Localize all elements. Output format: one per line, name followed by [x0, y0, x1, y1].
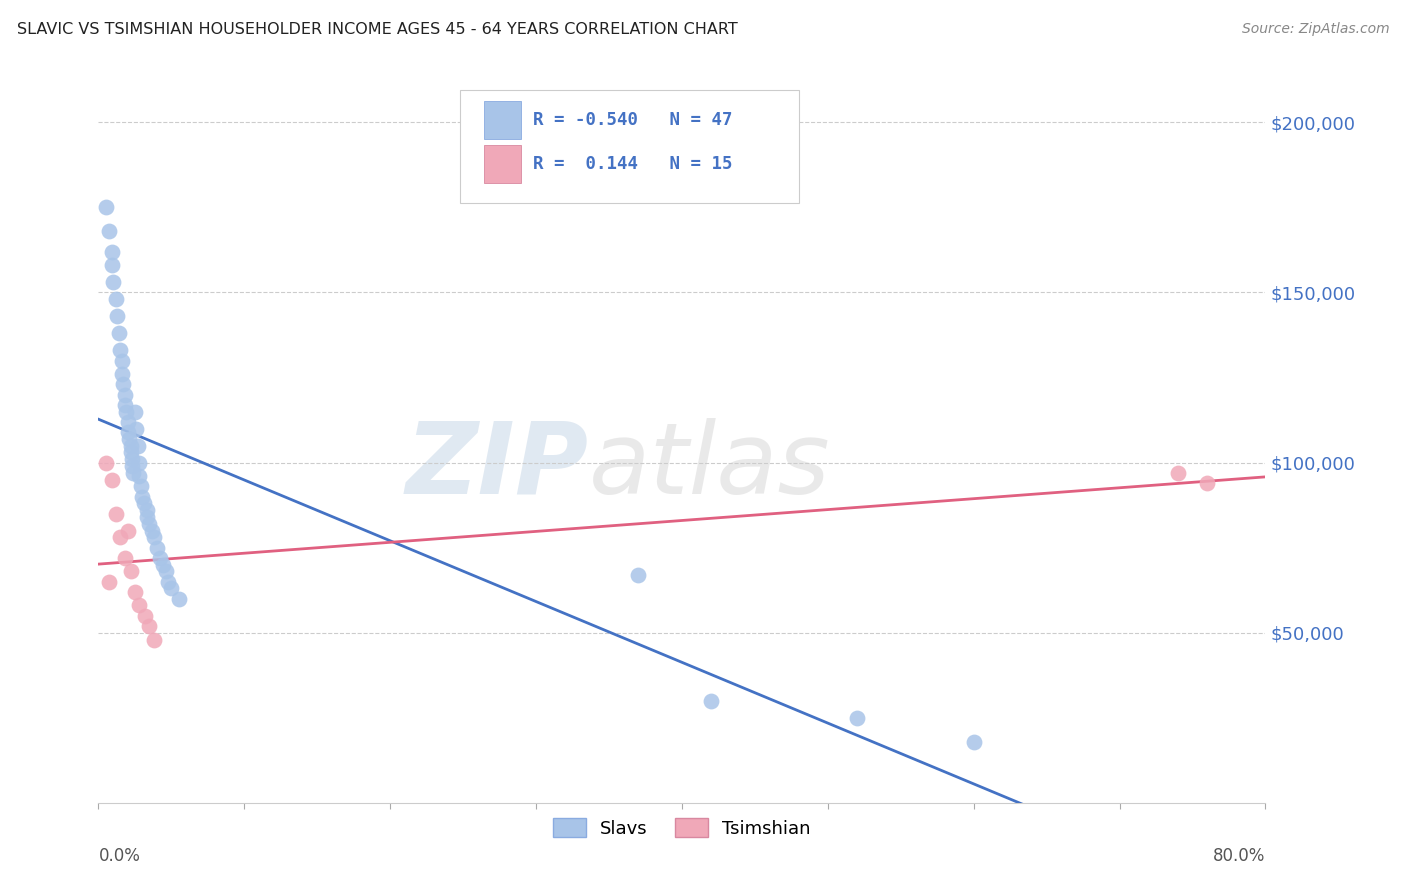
Point [104, 293, 127, 307]
Point [114, 398, 136, 412]
Point [129, 479, 152, 493]
Point [152, 558, 174, 572]
Point [160, 582, 183, 596]
Point [112, 377, 135, 392]
Text: ZIP: ZIP [405, 417, 589, 515]
Point [627, 567, 650, 582]
Point [127, 439, 149, 453]
FancyBboxPatch shape [484, 145, 520, 183]
Point [167, 591, 190, 606]
Point [138, 619, 160, 633]
Point [100, 473, 122, 487]
FancyBboxPatch shape [484, 101, 520, 138]
Point [128, 469, 150, 483]
Point [132, 496, 155, 510]
Point [141, 524, 163, 538]
Point [157, 574, 180, 589]
Text: Source: ZipAtlas.com: Source: ZipAtlas.com [1241, 22, 1389, 37]
Text: SLAVIC VS TSIMSHIAN HOUSEHOLDER INCOME AGES 45 - 64 YEARS CORRELATION CHART: SLAVIC VS TSIMSHIAN HOUSEHOLDER INCOME A… [17, 22, 738, 37]
Point [120, 439, 142, 453]
Point [117, 425, 139, 439]
Point [846, 711, 869, 725]
Point [121, 452, 143, 467]
Point [124, 404, 146, 418]
Point [108, 326, 131, 341]
Point [124, 585, 146, 599]
Point [94, 456, 117, 470]
Point [100, 244, 122, 259]
Point [125, 421, 148, 435]
Point [100, 258, 122, 272]
Point [111, 367, 134, 381]
Point [135, 503, 157, 517]
Point [1167, 466, 1189, 480]
Point [94, 201, 117, 215]
Point [122, 466, 145, 480]
Point [97, 574, 120, 589]
Point [117, 415, 139, 429]
Text: R = -0.540   N = 47: R = -0.540 N = 47 [533, 111, 733, 128]
Point [120, 565, 142, 579]
Text: 80.0%: 80.0% [1213, 847, 1265, 864]
Point [104, 507, 127, 521]
Point [111, 353, 134, 368]
Point [155, 565, 177, 579]
Point [142, 531, 165, 545]
Point [962, 734, 984, 748]
Point [101, 275, 124, 289]
Point [118, 432, 141, 446]
Text: atlas: atlas [589, 417, 830, 515]
Point [149, 550, 172, 565]
Point [135, 510, 157, 524]
Text: 0.0%: 0.0% [98, 847, 141, 864]
Point [142, 632, 165, 647]
Point [128, 599, 150, 613]
Text: R =  0.144   N = 15: R = 0.144 N = 15 [533, 154, 733, 172]
Legend: Slavs, Tsimshian: Slavs, Tsimshian [546, 811, 818, 845]
Point [131, 490, 153, 504]
Point [146, 541, 169, 555]
Point [117, 524, 139, 538]
Point [114, 387, 136, 401]
Point [138, 516, 160, 531]
Point [134, 608, 156, 623]
Point [105, 310, 128, 324]
Point [114, 550, 136, 565]
Point [700, 694, 723, 708]
Point [115, 404, 138, 418]
Point [110, 343, 132, 358]
Point [110, 531, 132, 545]
Point [97, 224, 120, 238]
Point [120, 445, 142, 459]
Point [128, 456, 150, 470]
Point [121, 458, 143, 473]
FancyBboxPatch shape [460, 90, 799, 203]
Point [1195, 475, 1218, 490]
